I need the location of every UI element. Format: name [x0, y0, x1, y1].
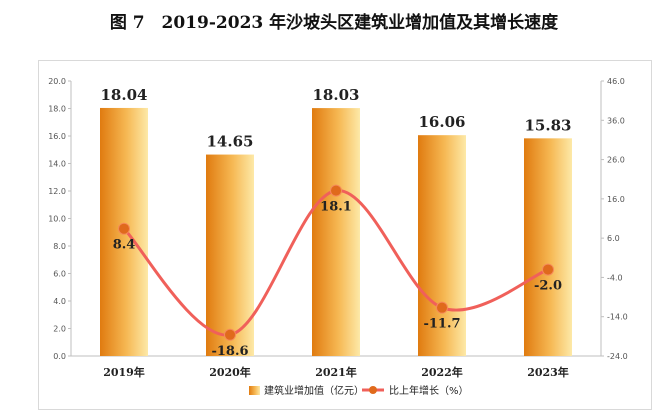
left-tick-label: 16.0 [48, 132, 66, 141]
category-label: 2022年 [421, 365, 463, 379]
left-tick-label: 14.0 [48, 160, 66, 169]
growth-value-label: -2.0 [534, 279, 562, 294]
left-tick-label: 18.0 [48, 105, 66, 114]
axes-group: 0.0 2.0 4.0 6.0 8.0 10.0 12.0 14.0 16.0 18.0 20.0 -… [48, 77, 628, 379]
legend-line-marker [369, 386, 377, 394]
bar [206, 154, 254, 356]
legend: 建筑业增加值（亿元） 比上年增长（%） [249, 384, 469, 397]
chart-area: 0.0 2.0 4.0 6.0 8.0 10.0 12.0 14.0 16.0 18.0 20.0 -… [38, 60, 652, 410]
left-tick-label: 6.0 [53, 270, 66, 279]
chart-title: 图 7 2019-2023 年沙坡头区建筑业增加值及其增长速度 [109, 13, 559, 33]
category-label: 2020年 [209, 365, 251, 379]
growth-marker [224, 328, 236, 341]
bar-value-label: 15.83 [525, 116, 572, 134]
growth-value-label: -18.6 [211, 344, 248, 359]
bar-value-label: 14.65 [207, 133, 254, 151]
left-tick-label: 20.0 [48, 77, 66, 86]
growth-marker [542, 263, 554, 276]
right-tick-label: 26.0 [607, 156, 625, 165]
legend-bar-label: 建筑业增加值（亿元） [264, 384, 364, 397]
right-tick-label: 36.0 [607, 116, 625, 125]
right-tick-label: 46.0 [607, 77, 625, 86]
growth-value-label: -11.7 [423, 317, 460, 332]
legend-bar-swatch [249, 386, 260, 395]
bar-value-label: 16.06 [419, 113, 466, 131]
category-label: 2019年 [103, 365, 145, 379]
legend-line-label: 比上年增长（%） [389, 384, 469, 397]
right-tick-label: -24.0 [607, 352, 628, 361]
right-tick-label: 6.0 [607, 234, 620, 243]
right-tick-label: 16.0 [607, 195, 625, 204]
bar [524, 138, 572, 356]
category-label: 2023年 [527, 365, 569, 379]
line-group [118, 184, 554, 341]
bars-group [100, 107, 572, 357]
left-tick-label: 8.0 [53, 242, 66, 251]
growth-marker [436, 301, 448, 314]
right-tick-label: -14.0 [607, 313, 628, 322]
chart-svg: 0.0 2.0 4.0 6.0 8.0 10.0 12.0 14.0 16.0 18.0 20.0 -… [48, 77, 628, 397]
left-tick-label: 10.0 [48, 215, 66, 224]
growth-marker [118, 222, 130, 235]
left-tick-label: 2.0 [53, 325, 66, 334]
labels-group: 18.04 14.65 18.03 16.06 15.83 8.4 -18.6 18.1 -11… [101, 86, 572, 359]
growth-value-label: 8.4 [113, 238, 136, 253]
bar [418, 135, 466, 356]
right-tick-label: -4.0 [607, 273, 623, 282]
category-label: 2021年 [315, 365, 357, 379]
bar-value-label: 18.04 [101, 86, 148, 104]
bar [312, 108, 360, 357]
left-tick-label: 12.0 [48, 187, 66, 196]
bar-value-label: 18.03 [313, 86, 360, 104]
left-tick-label: 4.0 [53, 297, 66, 306]
growth-value-label: 18.1 [320, 200, 352, 215]
growth-marker [330, 184, 342, 197]
left-tick-label: 0.0 [53, 352, 66, 361]
